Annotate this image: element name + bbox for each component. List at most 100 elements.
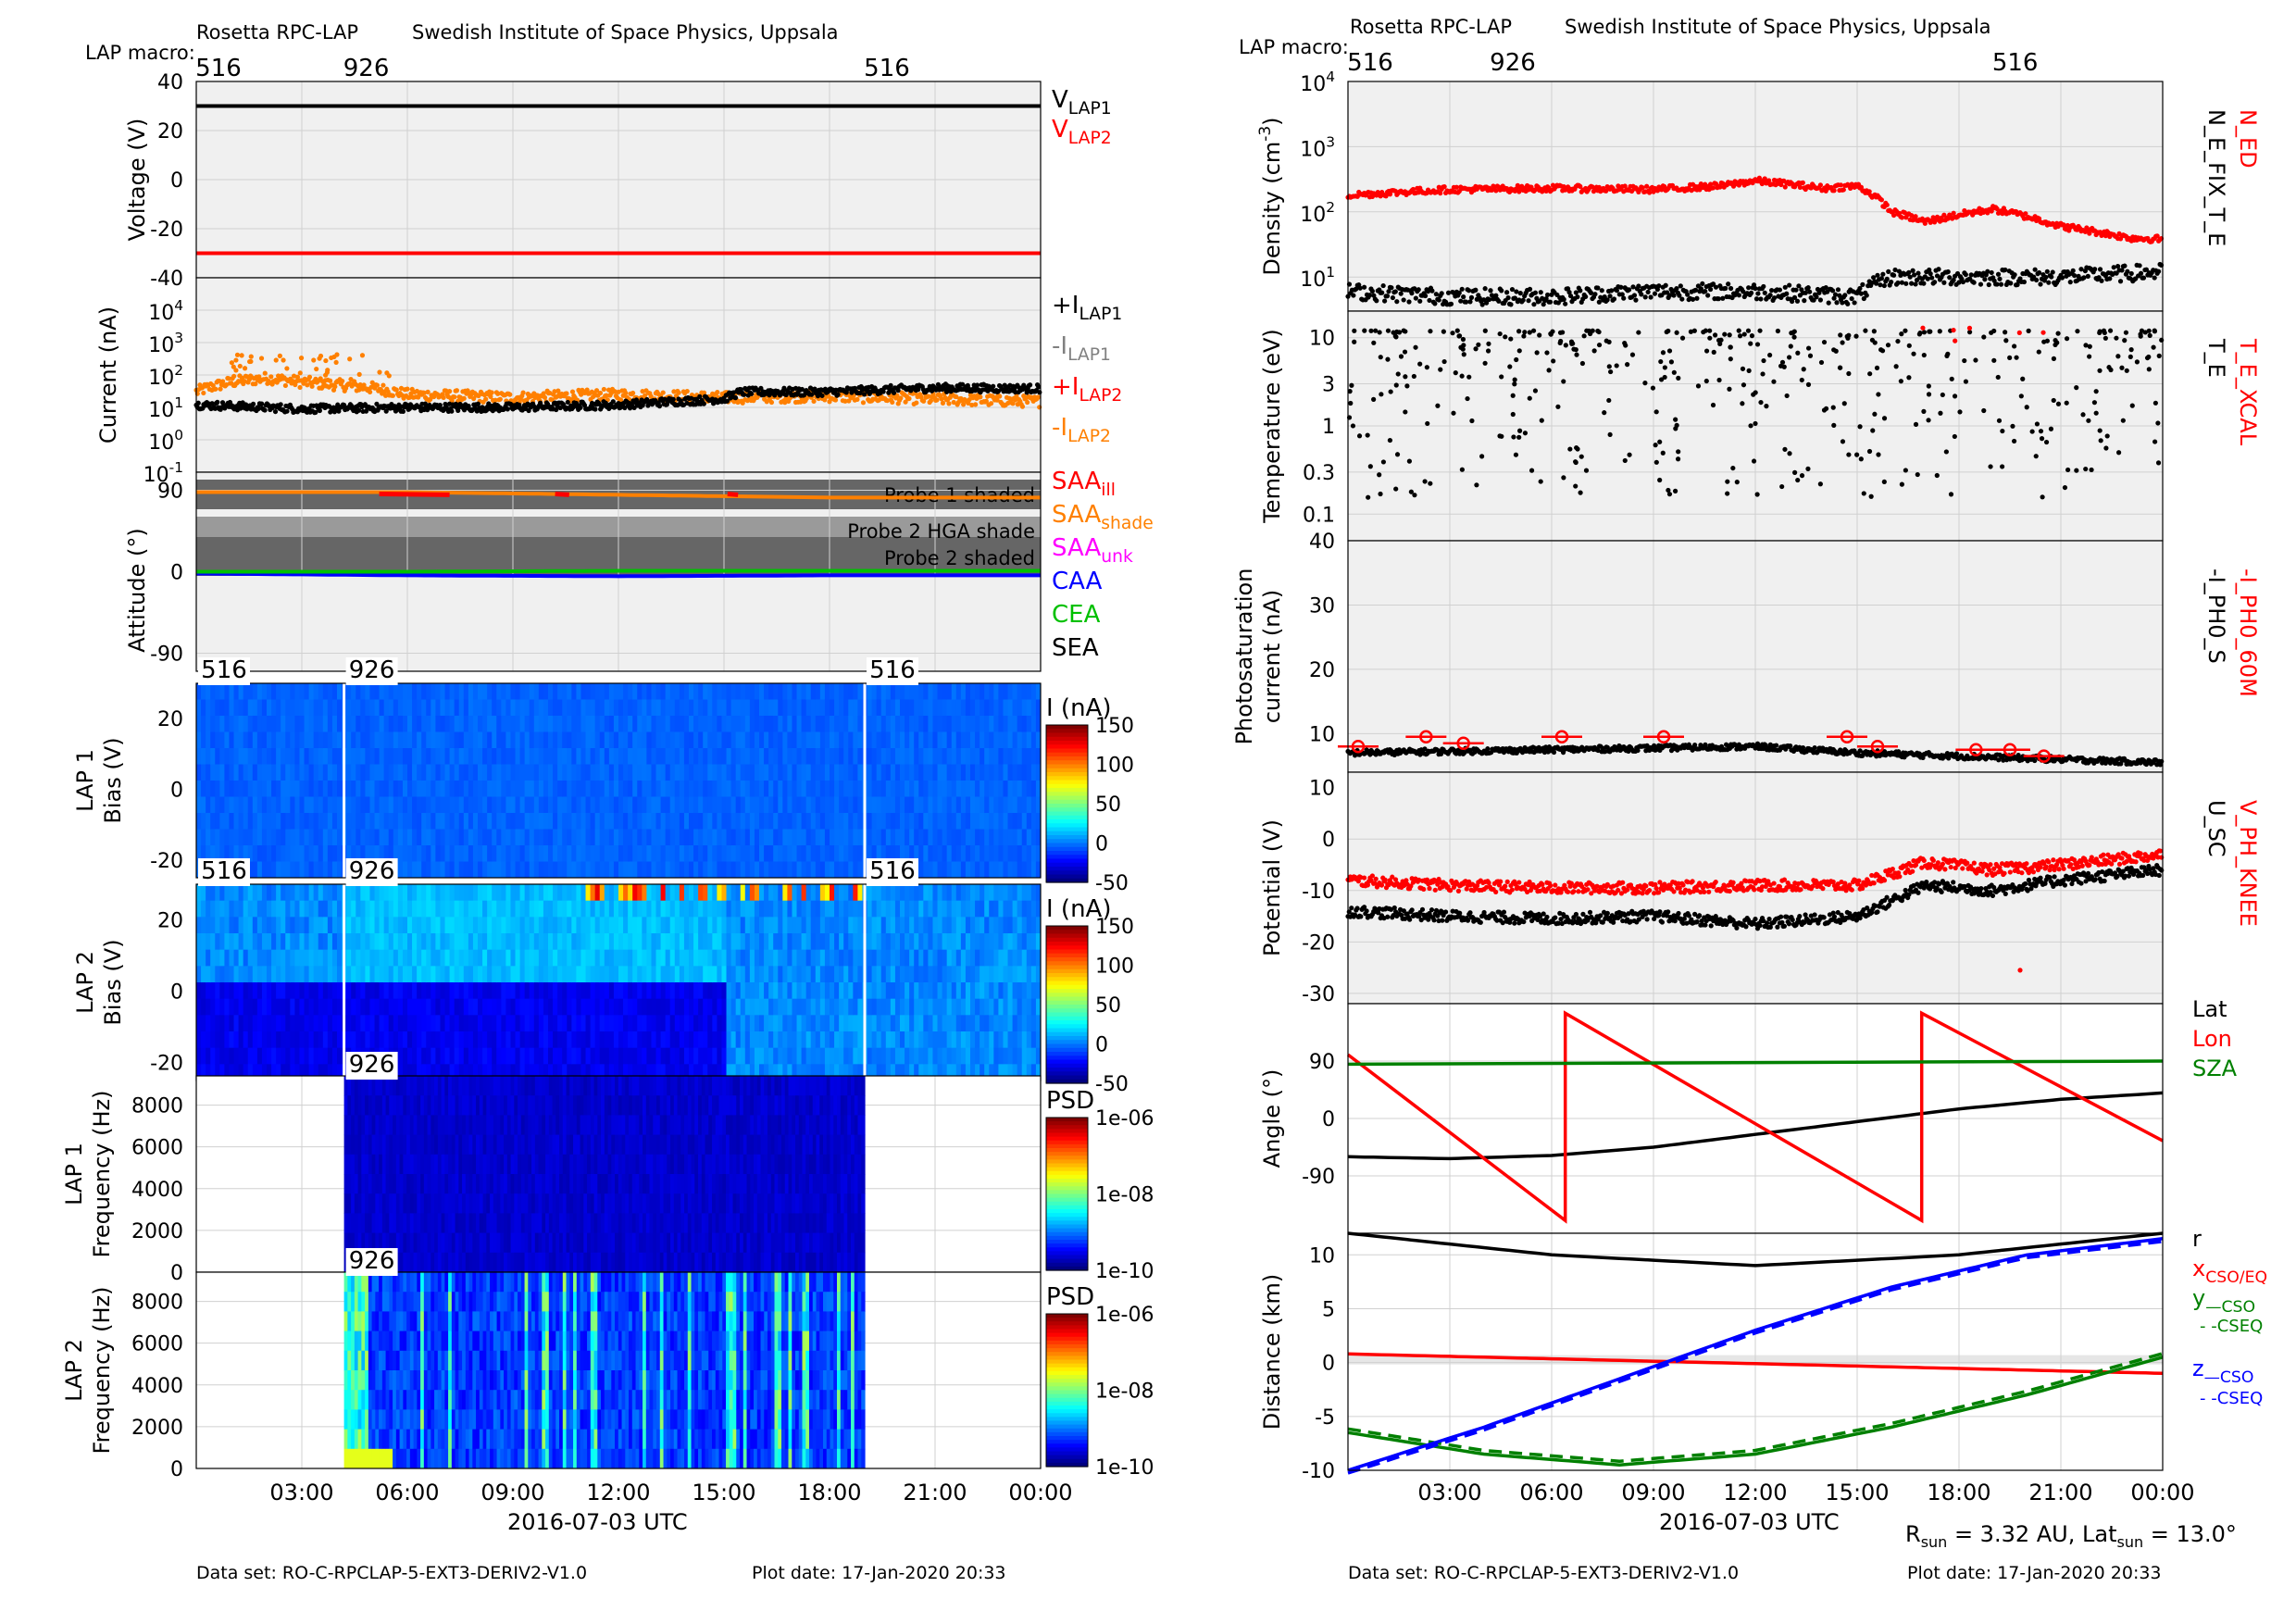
lap1-bias-cell (876, 829, 882, 846)
lap1-bias-cell (397, 796, 404, 814)
lap1-bias-cell (707, 699, 713, 717)
lap1-bias-cell (651, 683, 657, 700)
lap2-bias-cell (407, 949, 413, 967)
lap2-bias-cell (585, 982, 592, 1000)
lap2-bias-cell (210, 900, 216, 918)
lap1-bias-cell (331, 845, 338, 862)
lap2-bias-cell (356, 1015, 361, 1032)
lap1-bias-cell (655, 829, 662, 846)
lap1-bias-cell (674, 731, 680, 749)
lap2-bias-cell (529, 966, 535, 983)
lap1-bias-cell (857, 748, 863, 765)
lap1-bias-cell (412, 748, 418, 765)
lap2-bias-cell (417, 1047, 422, 1065)
lap1-bias-cell (900, 748, 905, 765)
lap1-bias-cell (281, 813, 286, 830)
lap1-bias-cell (290, 861, 295, 879)
lap1-bias-cell (276, 716, 281, 732)
lap1-bias-cbar-cell (1046, 725, 1088, 730)
lap2-bias-cell (281, 933, 286, 951)
lap2-bias-cell (472, 1047, 479, 1065)
lap2-bias-cell (308, 966, 315, 983)
lap2-bias-cell (426, 1047, 431, 1065)
lap2-bias-cell (337, 949, 343, 967)
lap1-bias-cell (693, 699, 699, 717)
lap2-bias-cell (285, 982, 291, 1000)
lap1-bias-cell (285, 829, 291, 846)
lap1-bias-cell (1007, 813, 1014, 830)
lap2-bias-cell (501, 900, 506, 918)
lap1-bias-cell (201, 699, 206, 717)
lap1-bias-cell (660, 764, 667, 781)
lap1-bias-cell (206, 781, 211, 797)
lap1-bias-cell (914, 781, 919, 797)
lap2-bias-cell (571, 933, 577, 951)
left-macro-926: 926 (343, 55, 390, 82)
lap1-bias-cell (665, 813, 671, 830)
lap1-bias-cell (698, 861, 704, 879)
lap1-bias-cell (970, 829, 976, 846)
lap2-bias-cell (252, 900, 258, 918)
current-point-minus-ilap2 (623, 390, 629, 396)
current-point-minus-ilap2 (740, 400, 745, 406)
lap1-bias-cell (299, 683, 306, 700)
lap2-bias-cell (383, 1015, 390, 1032)
lap1-bias-cell (219, 781, 225, 797)
lap1-bias-cell (256, 796, 263, 814)
lap1-bias-cell (468, 716, 474, 732)
current-point-minus-ilap2 (997, 394, 1003, 399)
lap1-bias-cell (1003, 764, 1009, 781)
lap2-bias-cell (543, 933, 549, 951)
lap1-bias-cell (989, 731, 994, 749)
lap2-bias-cell (402, 1031, 408, 1049)
lap2-bias-cell (449, 933, 455, 951)
lap1-bias-cell (562, 699, 568, 717)
lap1-bias-cell (256, 813, 263, 830)
lap1-bias-cell (529, 861, 535, 879)
lap2-bias-cell (557, 998, 563, 1016)
lap1-bias-cell (792, 829, 798, 846)
current-point-plus-ilap1 (1037, 390, 1042, 395)
lap1-bias-cell (773, 796, 779, 814)
lap1-bias-cell (463, 796, 469, 814)
lap2-bias-cell (196, 1015, 202, 1032)
lap1-bias-cell (543, 861, 549, 879)
lap2-bias-cell (379, 998, 385, 1016)
lap1-bias-cell (698, 781, 704, 797)
lap1-bias-cell (830, 829, 835, 846)
lap1-bias-cell (304, 748, 310, 765)
lap1-bias-cell (618, 699, 624, 717)
lap2-bias-cell (267, 1015, 272, 1032)
lap1-bias-cell (238, 829, 244, 846)
lap2-bias-cell (637, 1031, 643, 1049)
lap1-bias-cell (458, 796, 465, 814)
lap2-bias-cell (430, 900, 436, 918)
lap1-bias-cell (669, 813, 676, 830)
lap2-bias-cell (543, 982, 549, 1000)
lap2-bias-cell (440, 966, 446, 983)
lap1-bias-cell (538, 731, 544, 749)
lap1-bias-cell (937, 731, 943, 749)
lap1-bias-cell (698, 748, 704, 765)
lap2-bias-cell (322, 884, 329, 902)
lap1-bias-cell (478, 813, 483, 830)
lap2-bias-cell (472, 982, 479, 1000)
lap1-bias-cell (243, 683, 249, 700)
lap1-bias-cell (871, 813, 878, 830)
lap1-bias-cell (824, 845, 830, 862)
lap2-bias-cell (224, 1047, 230, 1065)
lap1-bias-cell (383, 764, 390, 781)
lap1-bias-cell (261, 781, 268, 797)
lap2-bias-cell (623, 966, 629, 983)
lap2-bias-cell (365, 917, 370, 934)
lap2-bias-cell (313, 1047, 319, 1065)
current-point-plus-ilap1 (250, 401, 256, 406)
lap2-bias-cell (215, 1015, 220, 1032)
lap1-bias-cell (604, 845, 610, 862)
lap1-bias-cell (689, 683, 694, 700)
current-point-minus-ilap2 (1035, 394, 1041, 400)
current-point-minus-ilap2 (311, 357, 317, 363)
lap2-bias-cell (308, 900, 315, 918)
lap1-bias-cell (646, 716, 652, 732)
lap1-bias-cell (857, 683, 863, 700)
